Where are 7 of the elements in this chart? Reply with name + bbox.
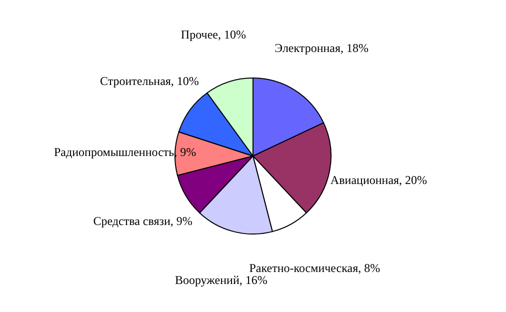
slice-label: Строительная, 10%	[100, 74, 199, 88]
slice-label: Вооружений, 16%	[174, 272, 268, 287]
slice-label: Авиационная, 20%	[330, 172, 428, 187]
slice-label: Электронная, 18%	[274, 40, 368, 55]
slice-label: Средства связи, 9%	[93, 214, 192, 228]
slice-label: Ракетно-космическая, 8%	[249, 261, 380, 276]
slice-label: Прочее, 10%	[180, 27, 246, 42]
